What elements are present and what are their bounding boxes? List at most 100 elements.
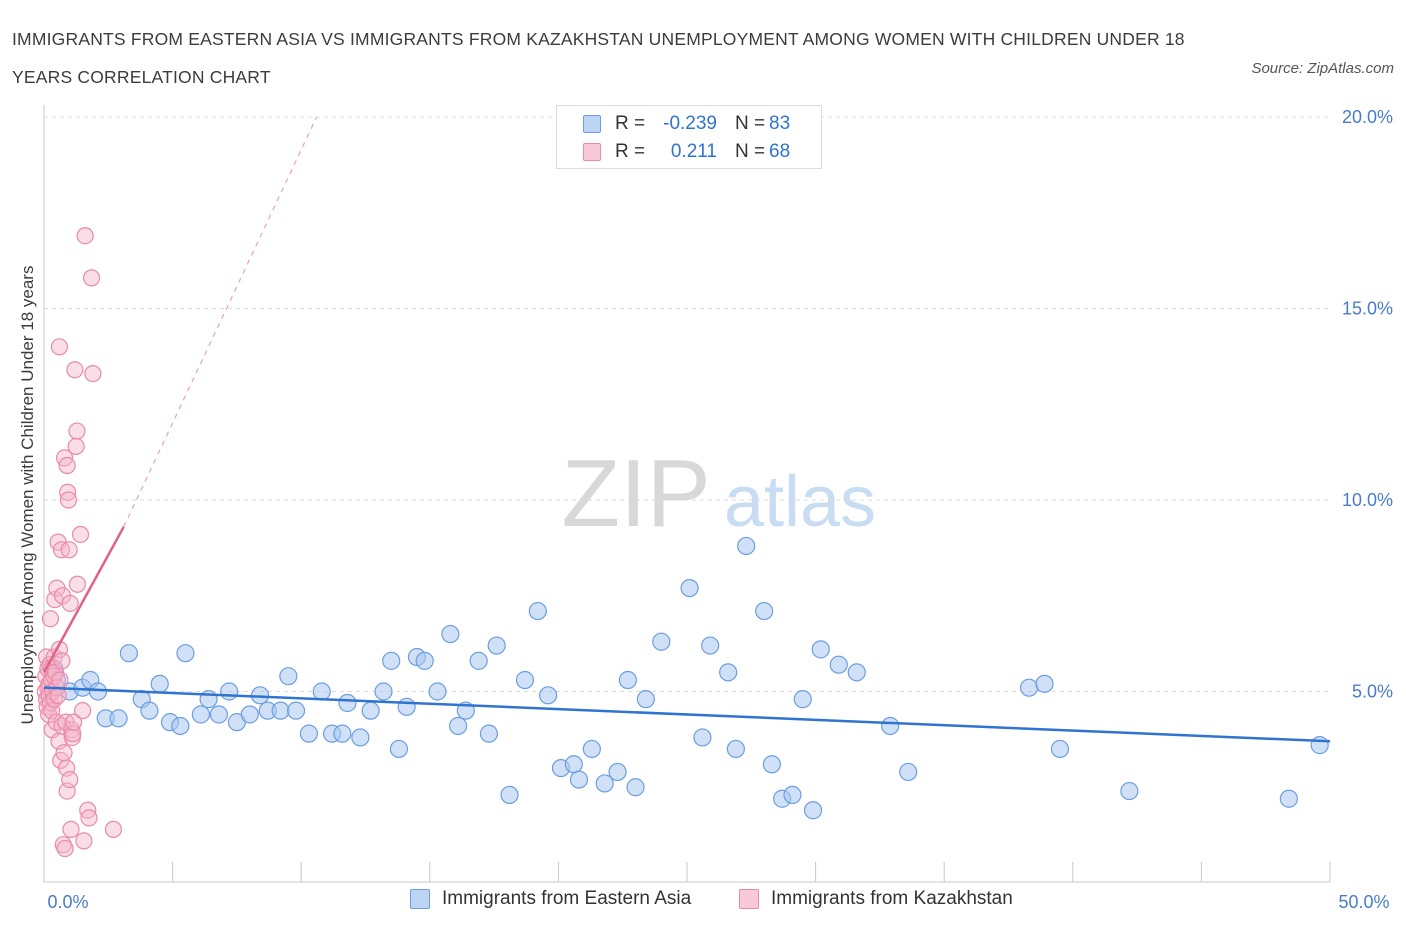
point-eastern-asia — [1120, 781, 1139, 801]
point-kazakhstan — [41, 610, 60, 628]
x-tick-label: 0.0% — [47, 892, 88, 912]
point-eastern-asia — [539, 686, 558, 705]
point-eastern-asia — [171, 716, 190, 736]
point-eastern-asia — [693, 728, 712, 747]
point-kazakhstan — [56, 839, 74, 858]
point-eastern-asia — [811, 640, 830, 659]
point-eastern-asia — [374, 682, 393, 701]
point-eastern-asia — [847, 663, 866, 682]
legend-swatch-pink — [739, 889, 759, 909]
point-kazakhstan — [104, 820, 123, 838]
point-eastern-asia — [286, 701, 306, 720]
point-eastern-asia — [448, 716, 468, 736]
point-eastern-asia — [652, 632, 671, 651]
point-eastern-asia — [428, 682, 447, 701]
point-kazakhstan — [55, 744, 73, 762]
point-kazakhstan — [71, 525, 90, 544]
r-label: R = — [615, 113, 646, 134]
point-eastern-asia — [737, 536, 756, 556]
point-kazakhstan — [53, 652, 71, 670]
point-eastern-asia — [299, 724, 319, 743]
point-eastern-asia — [803, 801, 823, 820]
legend-swatch-pink — [583, 143, 601, 161]
trend-lines — [42, 116, 1331, 743]
legend-label-kazakhstan: Immigrants from Kazakhstan — [771, 888, 1013, 909]
point-eastern-asia — [209, 705, 228, 724]
point-kazakhstan — [58, 456, 76, 475]
point-eastern-asia — [333, 724, 352, 743]
point-eastern-asia — [312, 682, 331, 701]
tick-labels: 5.0% 10.0% 15.0% 20.0% 0.0% 50.0% — [47, 107, 1393, 912]
point-eastern-asia — [191, 705, 210, 724]
point-eastern-asia — [793, 690, 812, 709]
series-legend: Immigrants from Eastern Asia Immigrants … — [0, 888, 1406, 916]
point-eastern-asia — [479, 724, 499, 743]
point-eastern-asia — [881, 716, 900, 736]
point-eastern-asia — [783, 785, 802, 805]
watermark: ZIP atlas — [561, 440, 876, 547]
trend-line-kazakhstan — [42, 526, 125, 673]
point-kazakhstan — [82, 269, 101, 287]
point-kazakhstan — [68, 575, 87, 593]
point-eastern-asia — [762, 755, 781, 774]
point-kazakhstan — [68, 422, 86, 440]
point-eastern-asia — [636, 690, 655, 709]
point-eastern-asia — [564, 755, 583, 774]
point-eastern-asia — [1050, 739, 1070, 759]
point-eastern-asia — [528, 601, 547, 621]
series-eastern-asia — [45, 536, 1329, 820]
point-kazakhstan — [84, 365, 102, 383]
point-eastern-asia — [441, 624, 460, 644]
point-eastern-asia — [140, 701, 159, 720]
point-kazakhstan — [59, 491, 78, 509]
point-eastern-asia — [109, 709, 128, 728]
point-eastern-asia — [361, 701, 380, 720]
point-eastern-asia — [515, 670, 535, 690]
point-eastern-asia — [899, 762, 918, 782]
point-eastern-asia — [469, 651, 488, 670]
point-eastern-asia — [119, 644, 138, 663]
point-kazakhstan — [61, 594, 79, 613]
point-eastern-asia — [701, 636, 720, 655]
point-eastern-asia — [240, 705, 259, 724]
series-kazakhstan — [36, 227, 123, 858]
point-eastern-asia — [487, 636, 506, 655]
legend-swatch-blue — [583, 115, 601, 133]
r-value: 0.211 — [670, 141, 717, 162]
point-eastern-asia — [626, 778, 645, 797]
point-eastern-asia — [755, 601, 774, 621]
n-value: 83 — [769, 113, 791, 134]
point-eastern-asia — [279, 667, 298, 686]
legend-swatch-blue — [410, 889, 430, 909]
trend-line-eastern-asia — [43, 686, 1331, 743]
point-kazakhstan — [73, 702, 92, 720]
point-eastern-asia — [582, 739, 601, 759]
trend-extension-kazakhstan — [123, 116, 318, 528]
n-value: 68 — [769, 141, 791, 162]
point-eastern-asia — [829, 655, 848, 674]
point-eastern-asia — [397, 697, 416, 716]
point-eastern-asia — [595, 774, 614, 793]
legend-row-kazakhstan: R = 0.211 N = 68 — [583, 140, 790, 164]
point-eastern-asia — [726, 739, 745, 759]
point-eastern-asia — [1035, 674, 1054, 693]
point-eastern-asia — [569, 770, 589, 789]
point-eastern-asia — [389, 739, 409, 759]
correlation-legend: R = -0.239 N = 83 R = 0.211 N = 68 — [556, 105, 822, 169]
point-eastern-asia — [1310, 736, 1329, 755]
point-eastern-asia — [351, 728, 370, 747]
point-kazakhstan — [75, 832, 93, 850]
point-eastern-asia — [500, 785, 519, 805]
point-kazakhstan — [50, 338, 69, 356]
r-label: R = — [615, 141, 646, 162]
point-kazakhstan — [67, 437, 85, 455]
point-eastern-asia — [338, 693, 357, 713]
gridlines — [44, 116, 1330, 692]
watermark-zip: ZIP — [561, 440, 710, 547]
legend-item-kazakhstan: Immigrants from Kazakhstan — [739, 888, 1013, 910]
point-eastern-asia — [220, 682, 239, 701]
point-eastern-asia — [618, 670, 637, 690]
n-label: N = — [735, 141, 766, 162]
point-eastern-asia — [719, 663, 738, 682]
x-tick-label: 50.0% — [1338, 892, 1389, 912]
